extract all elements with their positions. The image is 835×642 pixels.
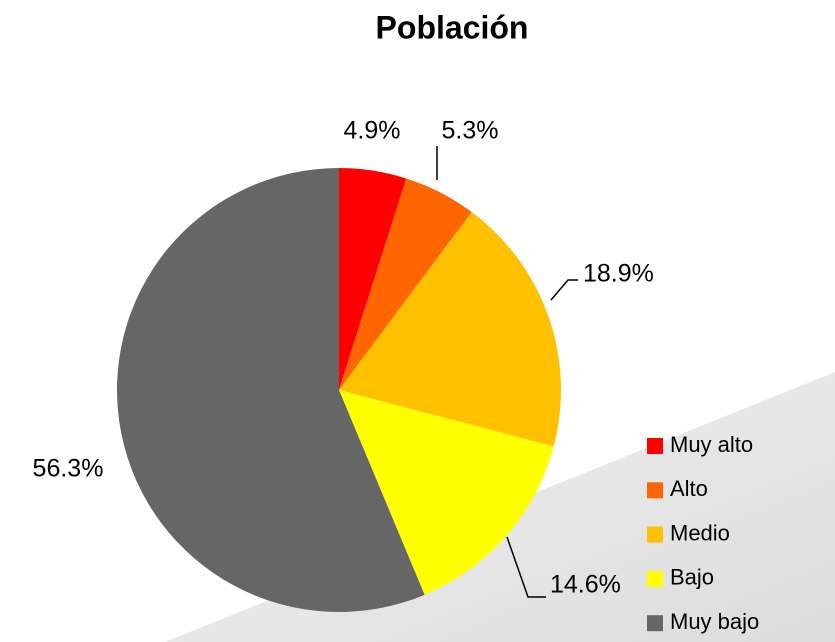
- pie-slice: [339, 212, 561, 447]
- pie-slice: [339, 390, 554, 595]
- leader-line: [506, 536, 546, 598]
- data-label: 14.6%: [550, 571, 621, 599]
- legend-swatch: [647, 615, 663, 632]
- legend-swatch: [647, 526, 663, 543]
- data-label: 5.3%: [442, 117, 499, 145]
- data-label: 56.3%: [33, 455, 104, 483]
- legend-swatch: [647, 482, 663, 499]
- chart-title: Población: [376, 9, 529, 45]
- data-label: 4.9%: [344, 117, 401, 145]
- pie-slice: [339, 178, 472, 390]
- leader-line: [550, 279, 578, 301]
- legend-swatch: [647, 570, 663, 587]
- data-label: 18.9%: [583, 260, 654, 288]
- legend-label: Muy alto: [670, 432, 753, 457]
- legend-label: Bajo: [670, 565, 714, 590]
- legend-label: Medio: [670, 520, 730, 545]
- pie-slice: [117, 168, 425, 612]
- legend-label: Alto: [670, 476, 708, 501]
- pie-slice: [339, 168, 407, 390]
- legend-label: Muy bajo: [670, 609, 759, 634]
- legend-swatch: [647, 438, 663, 454]
